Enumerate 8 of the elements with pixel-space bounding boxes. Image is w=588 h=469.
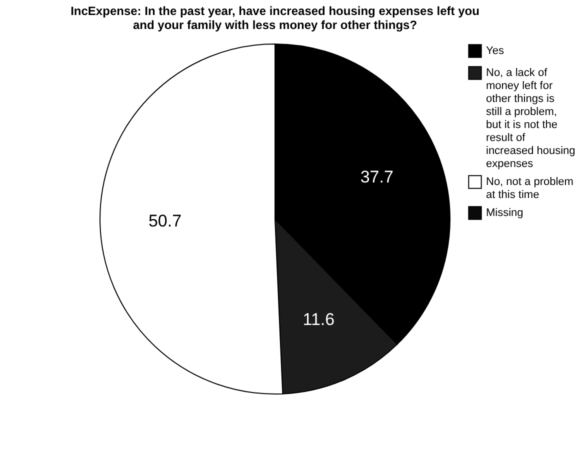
legend-label: No, not a problem at this time <box>486 176 574 201</box>
data-label: 50.7 <box>148 211 182 230</box>
legend-label: Yes <box>486 45 504 57</box>
data-label: 11.6 <box>302 310 335 329</box>
chart-title: IncExpense: In the past year, have increased housing expenses left you and your family with less money for other things? <box>70 4 480 32</box>
legend-label: Missing <box>486 207 524 219</box>
data-label: 37.7 <box>360 168 394 187</box>
legend-label: No, a lack of money left for other things is still a problem, but it is not the result of increased housing expenses <box>486 67 576 170</box>
